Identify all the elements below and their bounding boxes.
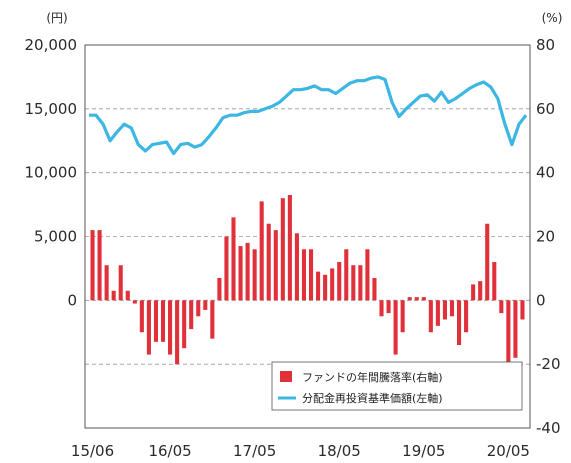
- series-line: [89, 75, 528, 156]
- bar: [344, 249, 349, 301]
- bar: [386, 300, 391, 314]
- bar: [456, 300, 462, 346]
- right-tick-label: 0: [536, 291, 546, 309]
- bar: [379, 300, 384, 317]
- bar: [506, 300, 511, 381]
- bar: [471, 284, 476, 301]
- right-tick-label: 20: [536, 228, 555, 246]
- bar: [231, 217, 236, 301]
- left-tick-label: 20,000: [25, 36, 78, 54]
- bar: [520, 300, 525, 320]
- bar: [153, 300, 159, 342]
- bar: [316, 271, 321, 301]
- legend-label-line: 分配金再投資基準価額(左軸): [302, 391, 443, 405]
- bar: [210, 300, 215, 339]
- bar: [442, 300, 447, 320]
- right-tick-label: 80: [536, 36, 555, 54]
- bar-series: [90, 195, 525, 381]
- bar: [160, 300, 166, 342]
- bar: [513, 300, 518, 358]
- bar: [97, 230, 102, 301]
- bar: [301, 249, 307, 301]
- bar: [294, 233, 299, 301]
- x-tick-label: 15/06: [71, 442, 114, 460]
- bar: [428, 300, 433, 333]
- x-tick-label: 20/05: [487, 442, 530, 460]
- bar: [90, 230, 95, 301]
- bar: [182, 300, 187, 349]
- x-tick-label: 16/05: [148, 442, 191, 460]
- bar: [365, 249, 370, 301]
- bar: [224, 236, 229, 301]
- bar: [238, 246, 243, 301]
- bar: [266, 223, 271, 301]
- legend: ファンドの年間騰落率(右軸) 分配金再投資基準価額(左軸): [271, 361, 523, 411]
- x-tick-label: 18/05: [318, 442, 361, 460]
- bar: [125, 290, 130, 301]
- bar: [393, 300, 398, 355]
- bar: [217, 277, 222, 301]
- bar: [168, 300, 173, 355]
- bar: [252, 249, 257, 301]
- bar: [449, 300, 455, 317]
- bar: [407, 297, 412, 301]
- bar: [478, 281, 483, 301]
- bar: [499, 300, 504, 314]
- bar: [337, 262, 342, 301]
- legend-label-bar: ファンドの年間騰落率(右軸): [302, 370, 443, 384]
- bar: [189, 300, 194, 330]
- left-tick-label: 5,000: [34, 228, 77, 246]
- bar: [485, 223, 490, 301]
- bar: [414, 297, 419, 301]
- left-tick-label: 15,000: [25, 100, 78, 118]
- plot-frame: [84, 44, 531, 429]
- right-tick-label: 60: [536, 100, 555, 118]
- right-tick-label: 40: [536, 164, 555, 182]
- left-tick-label: 10,000: [25, 164, 78, 182]
- legend-box: [271, 361, 523, 411]
- x-axis-ticks: 15/06 16/05 17/05 18/05 19/05 20/05: [71, 442, 530, 460]
- x-tick-label: 17/05: [233, 442, 276, 460]
- bar: [435, 300, 440, 326]
- bar: [351, 265, 356, 301]
- right-axis-unit: (%): [542, 11, 563, 25]
- bar: [358, 265, 363, 301]
- bar: [196, 300, 201, 317]
- left-axis-unit: (円): [46, 11, 67, 25]
- bar: [421, 297, 426, 301]
- line-series: [89, 75, 528, 156]
- bar: [280, 198, 285, 301]
- bar: [203, 300, 208, 310]
- legend-swatch-bar: [280, 371, 292, 382]
- bar: [146, 300, 151, 355]
- left-tick-label: 0: [67, 291, 77, 309]
- bar: [104, 265, 109, 301]
- bar: [464, 300, 469, 333]
- bar: [245, 242, 250, 301]
- bar: [492, 262, 497, 301]
- bar: [400, 300, 405, 333]
- bar: [323, 274, 328, 301]
- bar: [175, 300, 180, 365]
- bar: [111, 290, 116, 301]
- bar: [330, 268, 335, 301]
- left-axis-ticks: 0 5,000 10,000 15,000 20,000: [25, 36, 78, 309]
- bar: [132, 300, 137, 304]
- bar: [287, 195, 292, 301]
- bar: [118, 265, 123, 301]
- right-tick-label: -20: [536, 355, 561, 373]
- bar: [259, 201, 264, 301]
- bar: [273, 230, 278, 301]
- right-tick-label: -40: [536, 419, 561, 437]
- bar: [372, 277, 377, 301]
- right-axis-ticks: -40 -20 0 20 40 60 80: [536, 36, 561, 437]
- x-tick-label: 19/05: [402, 442, 445, 460]
- bar: [139, 300, 144, 333]
- bar: [308, 249, 314, 301]
